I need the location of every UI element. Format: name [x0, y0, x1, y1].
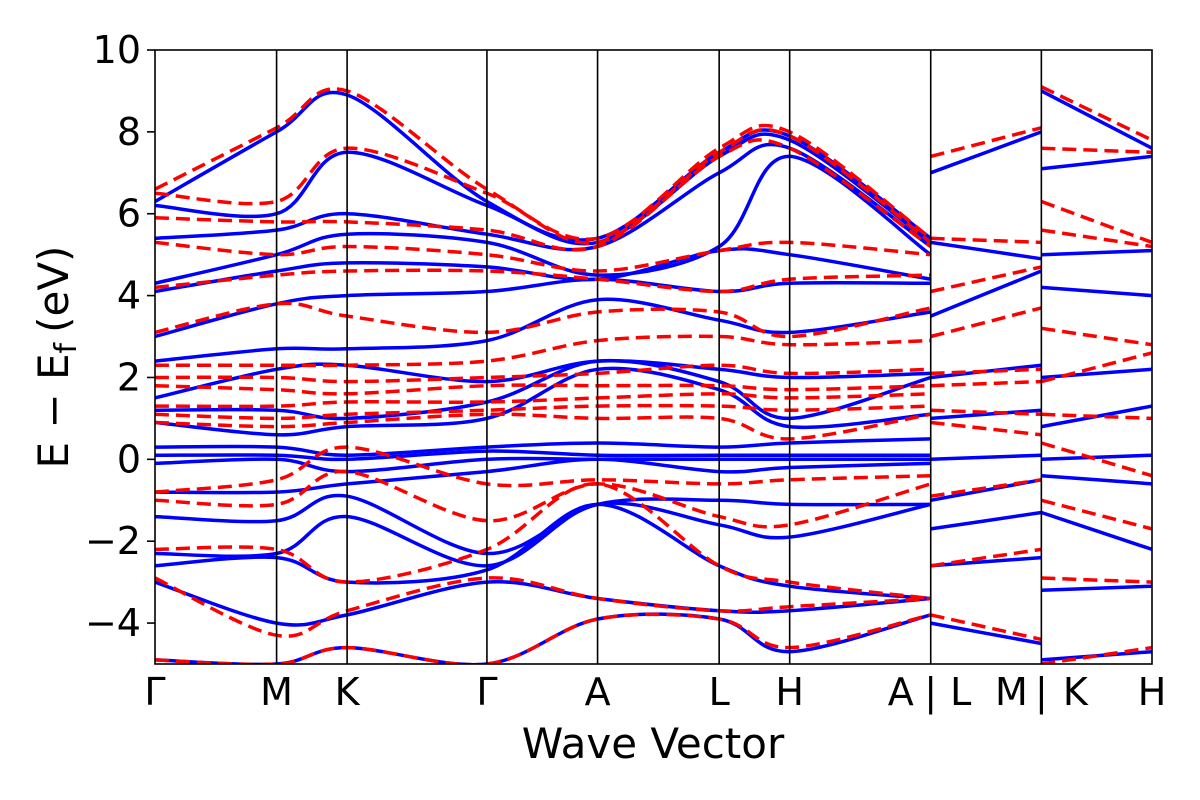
band-line-red-30 — [1040, 498, 1152, 531]
band-line-blue-30 — [1041, 584, 1152, 593]
x-tick-label: A — [585, 670, 611, 714]
x-tick-label: L — [709, 670, 730, 714]
x-tick-separator: | — [1035, 670, 1048, 715]
band-line-red-22 — [930, 379, 1042, 388]
band-line-blue-23 — [930, 453, 1042, 462]
x-tick-separator: | — [924, 670, 937, 715]
band-line-red-9 — [155, 363, 931, 384]
y-tick-label: −2 — [85, 519, 141, 563]
band-line-red-12 — [155, 268, 931, 294]
band-line-red-23 — [930, 367, 1042, 376]
band-line-red-4 — [155, 445, 931, 494]
x-tick-label: L — [950, 670, 971, 714]
band-line-blue-22 — [930, 478, 1042, 503]
x-tick-label: M — [995, 670, 1028, 714]
y-axis-ticks: −4 −2 0 2 4 6 8 10 — [85, 28, 155, 645]
band-line-blue-4 — [155, 493, 931, 556]
x-tick-label: H — [1138, 670, 1167, 714]
y-axis-title-main: E − E — [29, 353, 78, 468]
band-line-blue-9 — [155, 366, 931, 437]
band-line-red-38 — [1040, 85, 1152, 142]
band-line-blue-33 — [1041, 453, 1152, 462]
y-tick-label: 10 — [93, 28, 141, 72]
x-tick-label: H — [775, 670, 804, 714]
band-line-red-31 — [1040, 441, 1152, 478]
band-line-red-25 — [930, 265, 1042, 294]
y-tick-label: 0 — [117, 437, 141, 481]
band-line-blue-37 — [1041, 248, 1152, 257]
band-line-red-29 — [1041, 576, 1152, 584]
band-line-blue-32 — [1041, 473, 1152, 486]
y-tick-label: −4 — [85, 601, 141, 645]
x-tick-label: A — [888, 670, 914, 714]
band-line-red-33 — [1040, 351, 1152, 384]
band-lines — [155, 85, 1152, 664]
band-line-red-10 — [155, 334, 931, 368]
band-line-blue-7 — [155, 449, 931, 462]
band-line-blue-39 — [1040, 89, 1152, 150]
band-line-red-15 — [155, 127, 932, 245]
band-line-red-2 — [155, 482, 931, 601]
band-line-red-18 — [930, 547, 1042, 568]
plot-frame — [154, 49, 1153, 665]
band-line-blue-5 — [155, 457, 931, 495]
x-axis-title: Wave Vector — [522, 719, 785, 768]
x-axis-ticks: Γ M K Γ A L H A | L M | K H — [144, 670, 1166, 715]
band-line-red-26 — [930, 236, 1042, 245]
band-line-blue-1 — [155, 580, 931, 627]
band-line-red-32 — [1041, 412, 1152, 421]
band-line-red-7 — [155, 392, 931, 409]
band-line-red-3 — [155, 469, 932, 529]
band-line-blue-36 — [1041, 285, 1152, 298]
x-tick-label: Γ — [144, 670, 165, 714]
band-line-red-35 — [1041, 228, 1152, 249]
high-symmetry-lines — [275, 50, 1043, 664]
y-tick-label: 6 — [117, 192, 141, 236]
band-line-red-19 — [930, 478, 1042, 498]
band-line-red-37 — [1041, 146, 1152, 155]
band-line-red-11 — [155, 301, 932, 339]
band-line-red-8 — [155, 383, 931, 396]
band-line-blue-13 — [155, 277, 931, 339]
y-tick-label: 8 — [117, 110, 141, 154]
x-tick-label: K — [335, 670, 361, 714]
band-line-red-13 — [155, 240, 931, 273]
y-axis-title-unit: (eV) — [29, 246, 78, 333]
band-line-red-20 — [930, 420, 1042, 437]
band-line-blue-19 — [930, 621, 1042, 646]
band-line-blue-31 — [1040, 510, 1152, 552]
band-line-blue-6 — [155, 456, 931, 474]
band-line-blue-38 — [1041, 154, 1152, 171]
band-line-blue-24 — [930, 408, 1042, 421]
band-line-blue-28 — [930, 130, 1043, 175]
y-axis-title-subscript: f — [49, 341, 84, 353]
band-line-red-24 — [930, 306, 1042, 339]
y-tick-label: 2 — [117, 355, 141, 399]
band-line-blue-27 — [930, 240, 1042, 261]
band-line-blue-26 — [930, 269, 1043, 318]
x-tick-label: M — [260, 670, 293, 714]
band-line-blue-21 — [930, 510, 1042, 531]
y-axis-title: E − Ef (eV) — [29, 246, 84, 469]
band-line-red-6 — [155, 403, 931, 421]
band-line-blue-11 — [155, 359, 931, 400]
band-line-red-28 — [1041, 645, 1152, 664]
band-line-blue-8 — [155, 437, 931, 457]
band-line-red-17 — [930, 613, 1042, 642]
x-tick-label: Γ — [476, 670, 497, 714]
band-line-red-5 — [155, 412, 932, 441]
x-tick-label: K — [1063, 670, 1089, 714]
band-line-blue-35 — [1041, 367, 1152, 380]
band-line-red-27 — [930, 126, 1042, 159]
y-tick-label: 4 — [117, 274, 141, 318]
band-line-red-21 — [930, 408, 1042, 417]
band-line-red-1 — [155, 576, 931, 638]
band-line-red-36 — [1040, 199, 1152, 245]
band-line-blue-12 — [155, 297, 931, 363]
band-line-red-34 — [1041, 326, 1152, 347]
